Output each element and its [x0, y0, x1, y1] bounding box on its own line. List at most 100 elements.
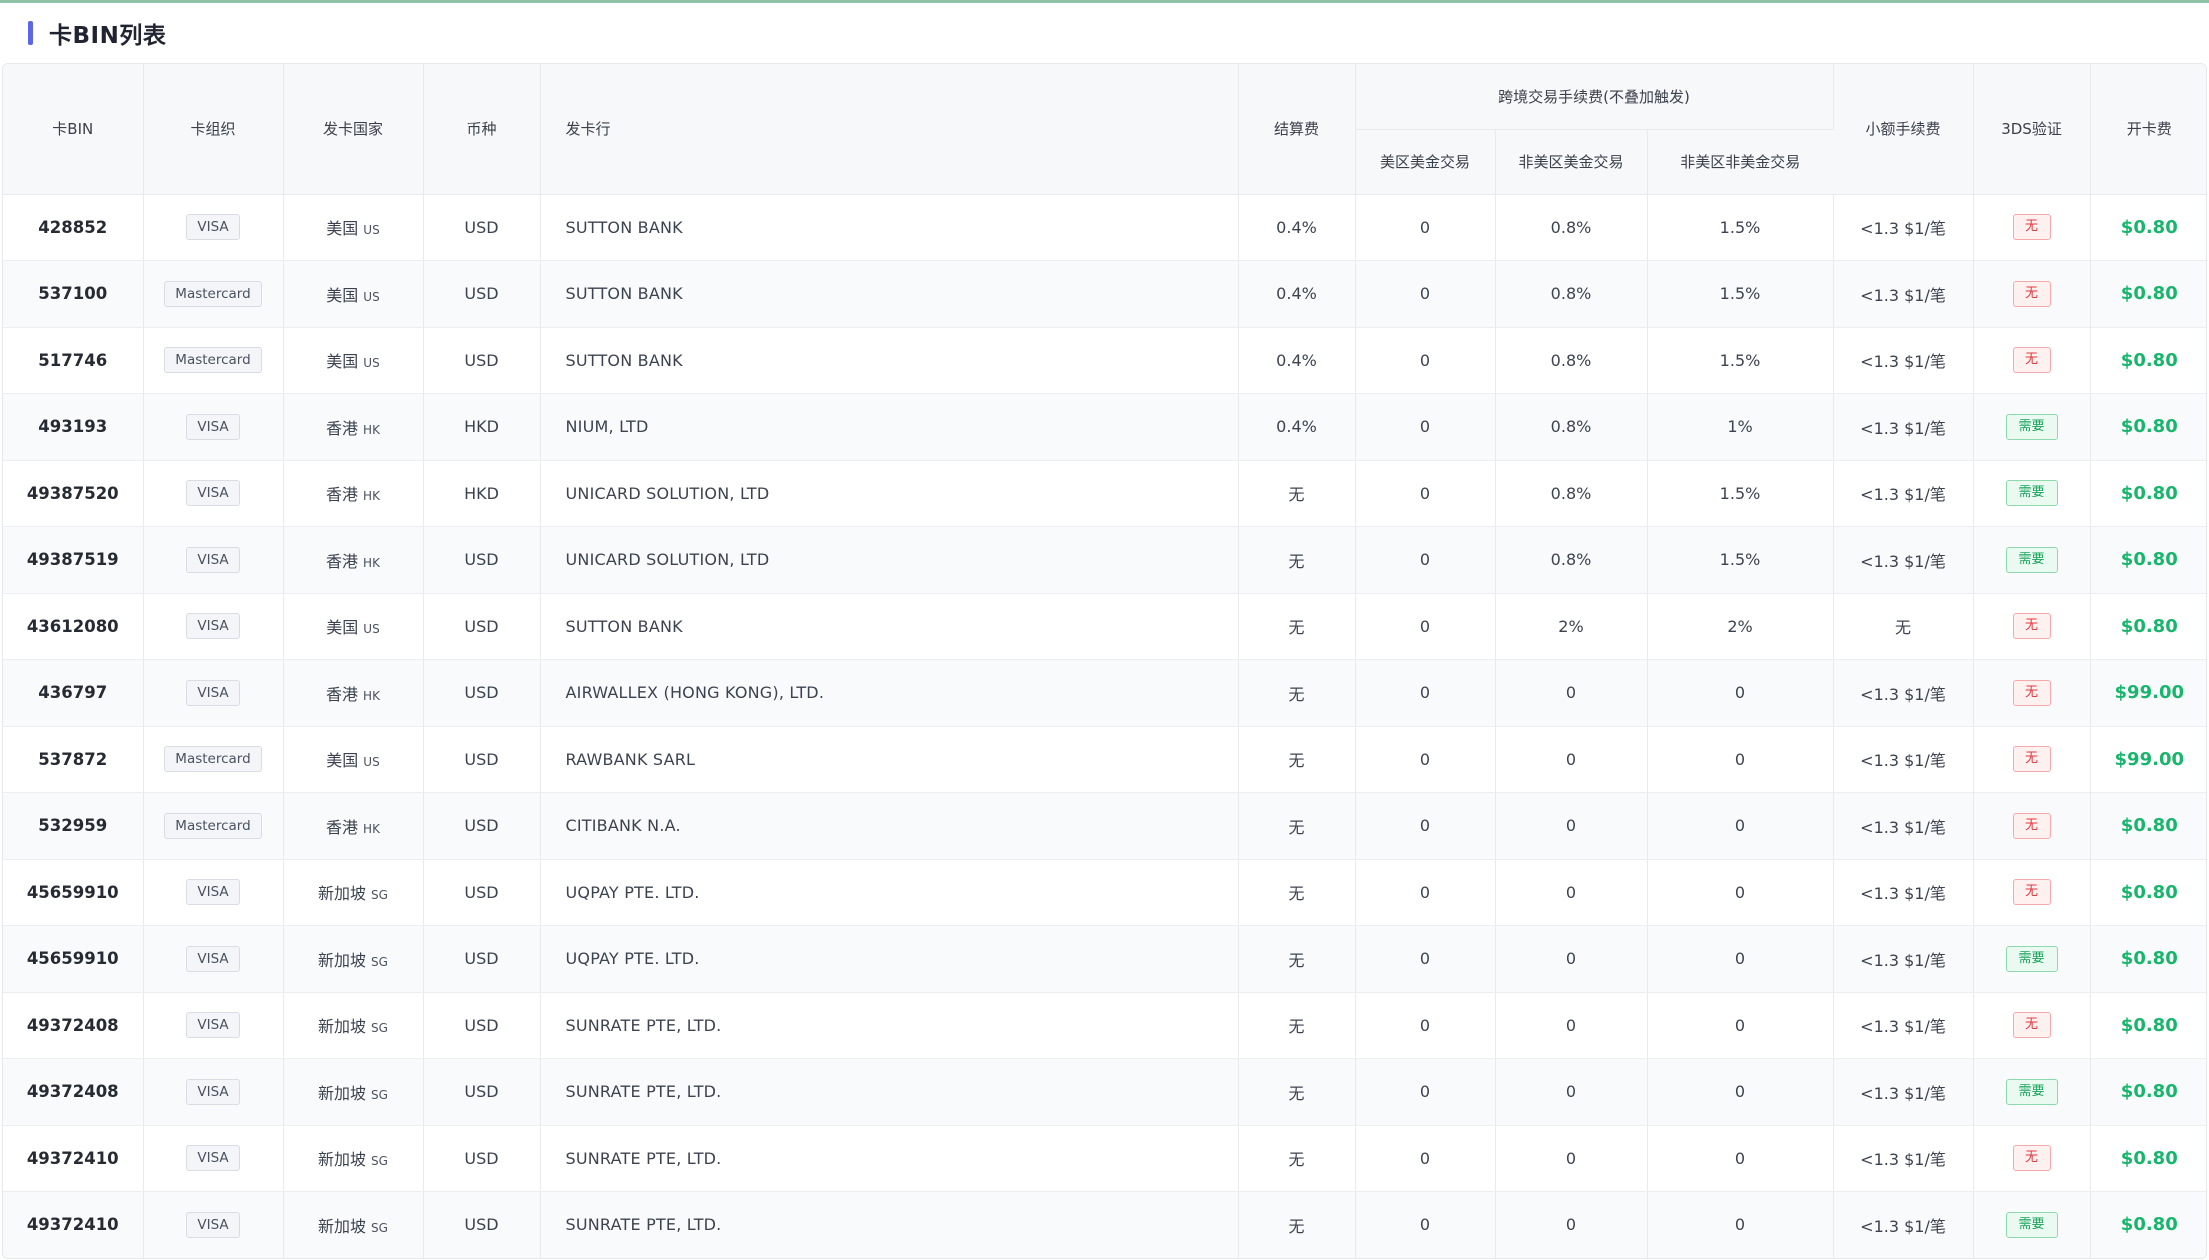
- country-name: 香港: [326, 485, 359, 505]
- cell-non-us-usd: 0.8%: [1495, 393, 1648, 461]
- open-fee-value: $0.80: [2120, 881, 2178, 903]
- header-bin: 卡BIN: [3, 64, 144, 195]
- cell-non-us-usd: 0.8%: [1495, 260, 1648, 328]
- cell-3ds: 需要: [1973, 1058, 2091, 1126]
- cell-org: VISA: [143, 526, 284, 594]
- country-name: 美国: [326, 285, 359, 305]
- open-fee-value: $0.80: [2120, 948, 2178, 970]
- cell-us-usd: 0: [1355, 194, 1496, 261]
- cell-non-us-non-usd: 1.5%: [1647, 526, 1834, 594]
- cell-open-fee: $0.80: [2090, 194, 2206, 261]
- table-row[interactable]: 537100 Mastercard 美国 US USD SUTTON BANK 0.4% 0 0…: [3, 260, 2206, 328]
- table-row[interactable]: 517746 Mastercard 美国 US USD SUTTON BANK 0.4% 0 0…: [3, 327, 2206, 394]
- table-row[interactable]: 45659910 VISA 新加坡 SG USD UQPAY PTE. LTD. 无 0 0 0 <…: [3, 859, 2206, 926]
- cell-small-fee: <1.3 $1/笔: [1833, 792, 1974, 860]
- table-row[interactable]: 49387519 VISA 香港 HK USD UNICARD SOLUTION, LTD…: [3, 526, 2206, 594]
- cell-3ds: 需要: [1973, 393, 2091, 461]
- cell-3ds: 无: [1973, 327, 2091, 394]
- cell-issuer: UNICARD SOLUTION, LTD: [540, 460, 1239, 527]
- table-row[interactable]: 436797 VISA 香港 HK USD AIRWALLEX (HONG KONG), …: [3, 659, 2206, 727]
- table-row[interactable]: 49372408 VISA 新加坡 SG USD SUNRATE PTE, LTD. 无 0 0…: [3, 992, 2206, 1059]
- table-row[interactable]: 537872 Mastercard 美国 US USD RAWBANK SARL 无 0 0 0 <…: [3, 726, 2206, 793]
- 3ds-status-badge: 无: [2012, 1012, 2051, 1039]
- cell-open-fee: $0.80: [2090, 792, 2206, 860]
- cell-org: VISA: [143, 859, 284, 926]
- cell-currency: USD: [423, 992, 541, 1059]
- cell-us-usd: 0: [1355, 593, 1496, 660]
- cell-country: 新加坡 SG: [283, 992, 424, 1059]
- cell-open-fee: $0.80: [2090, 260, 2206, 328]
- cell-open-fee: $0.80: [2090, 327, 2206, 394]
- country-name: 香港: [326, 551, 359, 571]
- cell-org: Mastercard: [143, 260, 284, 328]
- card-org-tag: Mastercard: [164, 347, 262, 374]
- cell-currency: USD: [423, 526, 541, 594]
- table-row[interactable]: 49372408 VISA 新加坡 SG USD SUNRATE PTE, LTD. 无 0 0…: [3, 1058, 2206, 1126]
- cell-small-fee: <1.3 $1/笔: [1833, 526, 1974, 594]
- cell-org: Mastercard: [143, 726, 284, 793]
- cell-us-usd: 0: [1355, 393, 1496, 461]
- cell-currency: USD: [423, 194, 541, 261]
- cell-us-usd: 0: [1355, 260, 1496, 328]
- cell-settlement: 无: [1238, 792, 1356, 860]
- cell-non-us-non-usd: 2%: [1647, 593, 1834, 660]
- cell-us-usd: 0: [1355, 1058, 1496, 1126]
- table-row[interactable]: 493193 VISA 香港 HK HKD NIUM, LTD 0.4% 0 0.8% 1% <1.…: [3, 393, 2206, 461]
- table-row[interactable]: 43612080 VISA 美国 US USD SUTTON BANK 无 0 2% 2% 无无 $0…: [3, 593, 2206, 660]
- open-fee-value: $0.80: [2120, 1214, 2178, 1236]
- header-non-us-non-usd: 非美区非美金交易: [1647, 129, 1834, 195]
- cell-us-usd: 0: [1355, 925, 1496, 993]
- cell-bin: 49372410: [3, 1125, 144, 1192]
- cell-us-usd: 0: [1355, 992, 1496, 1059]
- cell-3ds: 无: [1973, 1125, 2091, 1192]
- card-bin-table-container[interactable]: 卡BIN 卡组织 发卡国家 币种 发卡行 结算费 跨境交易手续费(不叠加触发) …: [2, 63, 2207, 1259]
- cell-small-fee: <1.3 $1/笔: [1833, 327, 1974, 394]
- cell-non-us-usd: 0.8%: [1495, 194, 1648, 261]
- card-org-tag: VISA: [186, 214, 240, 241]
- table-row[interactable]: 428852 VISA 美国 US USD SUTTON BANK 0.4% 0 0.8% 1.5…: [3, 194, 2206, 261]
- table-row[interactable]: 45659910 VISA 新加坡 SG USD UQPAY PTE. LTD. 无 0 0 0 <…: [3, 925, 2206, 993]
- cell-currency: USD: [423, 659, 541, 727]
- header-issuer: 发卡行: [540, 64, 1239, 195]
- card-org-tag: VISA: [186, 1078, 240, 1105]
- cell-country: 新加坡 SG: [283, 1058, 424, 1126]
- cell-small-fee: <1.3 $1/笔: [1833, 260, 1974, 328]
- country-name: 美国: [326, 352, 359, 372]
- cell-currency: USD: [423, 726, 541, 793]
- country-code: SG: [371, 888, 388, 903]
- cell-settlement: 无: [1238, 1058, 1356, 1126]
- cell-non-us-usd: 0: [1495, 1191, 1648, 1258]
- card-org-tag: Mastercard: [164, 812, 262, 839]
- cell-currency: USD: [423, 1125, 541, 1192]
- cell-3ds: 需要: [1973, 460, 2091, 527]
- cell-open-fee: $0.80: [2090, 925, 2206, 993]
- table-row[interactable]: 49372410 VISA 新加坡 SG USD SUNRATE PTE, LTD. 无 0 0…: [3, 1125, 2206, 1192]
- cell-non-us-non-usd: 0: [1647, 925, 1834, 993]
- header-open-fee: 开卡费: [2090, 64, 2206, 195]
- cell-3ds: 无: [1973, 593, 2091, 660]
- cell-currency: USD: [423, 925, 541, 993]
- cell-open-fee: $99.00: [2090, 659, 2206, 727]
- cell-3ds: 需要: [1973, 526, 2091, 594]
- cell-small-fee: <1.3 $1/笔: [1833, 1125, 1974, 1192]
- header-settlement: 结算费: [1238, 64, 1356, 195]
- table-row[interactable]: 49372410 VISA 新加坡 SG USD SUNRATE PTE, LTD. 无 0 0…: [3, 1191, 2206, 1258]
- country-code: SG: [371, 1220, 388, 1235]
- card-org-tag: VISA: [186, 1145, 240, 1172]
- 3ds-status-badge: 需要: [2005, 1211, 2058, 1238]
- cell-us-usd: 0: [1355, 1125, 1496, 1192]
- cell-small-fee: <1.3 $1/笔: [1833, 194, 1974, 261]
- table-row[interactable]: 49387520 VISA 香港 HK HKD UNICARD SOLUTION, LTD…: [3, 460, 2206, 527]
- cell-issuer: RAWBANK SARL: [540, 726, 1239, 793]
- page-title: 卡BIN列表: [49, 23, 167, 49]
- card-org-tag: Mastercard: [164, 746, 262, 773]
- cell-issuer: UNICARD SOLUTION, LTD: [540, 526, 1239, 594]
- cell-org: VISA: [143, 925, 284, 993]
- table-row[interactable]: 532959 Mastercard 香港 HK USD CITIBANK N.A. 无 0 0 0…: [3, 792, 2206, 860]
- cell-org: VISA: [143, 1058, 284, 1126]
- country-code: SG: [371, 954, 388, 969]
- cell-currency: HKD: [423, 393, 541, 461]
- cell-bin: 517746: [3, 327, 144, 394]
- cell-org: VISA: [143, 593, 284, 660]
- country-name: 香港: [326, 817, 359, 837]
